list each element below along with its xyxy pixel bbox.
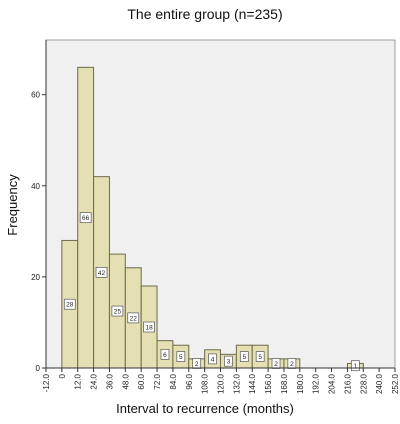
x-tick-label-1: 0 (58, 373, 67, 378)
data-label-0: 28 (66, 302, 74, 309)
x-tick-label-12: 132.0 (232, 373, 241, 394)
data-label-box-10 (224, 355, 233, 367)
y-tick-label-3: 60 (31, 91, 40, 100)
x-axis: -12.0 0 12.0 24.0 36.0 48.0 60.0 72.0 84.0 96.0 10… (42, 367, 400, 394)
data-label-10: 3 (227, 359, 231, 366)
data-label-14: 2 (290, 361, 294, 368)
y-axis-label: Frequency (5, 174, 20, 236)
x-tick-label-16: 180.0 (296, 373, 305, 394)
data-label-7: 5 (179, 354, 183, 361)
x-tick-label-3: 24.0 (90, 373, 99, 389)
data-label-box-3 (111, 305, 124, 317)
x-tick-label-19: 216.0 (343, 373, 352, 394)
data-label-box-1 (79, 212, 92, 224)
data-label-4: 22 (130, 315, 138, 322)
x-tick-label-18: 204.0 (328, 373, 337, 394)
x-tick-label-11: 120.0 (217, 373, 226, 394)
x-tick-label-6: 60.0 (137, 373, 146, 389)
data-label-box-5 (143, 321, 155, 333)
data-label-1: 66 (82, 215, 90, 222)
x-tick-label-22: 252.0 (391, 373, 400, 394)
data-label-2: 42 (98, 270, 106, 277)
x-tick-label-21: 240.0 (375, 373, 384, 394)
data-label-8: 2 (195, 361, 199, 368)
data-label-box-0 (63, 298, 76, 310)
x-tick-label-8: 84.0 (169, 373, 178, 389)
x-tick-label-2: 12.0 (74, 373, 83, 389)
x-tick-label-4: 36.0 (105, 373, 114, 389)
data-label-box-4 (127, 312, 140, 324)
data-label-5: 18 (145, 325, 153, 332)
data-label-9: 4 (211, 356, 215, 363)
data-label-box-11 (239, 351, 249, 362)
x-tick-label-20: 228.0 (359, 373, 368, 394)
data-label-11: 5 (242, 354, 246, 361)
data-label-15: 1 (354, 363, 358, 370)
data-label-box-2 (95, 266, 108, 278)
y-tick-label-0: 0 (36, 364, 41, 373)
x-axis-label: Interval to recurrence (months) (116, 401, 294, 416)
x-tick-label-15: 168.0 (280, 373, 289, 394)
x-tick-label-9: 96.0 (185, 373, 194, 389)
data-label-12: 5 (258, 354, 262, 361)
x-tick-label-7: 72.0 (153, 373, 162, 389)
x-tick-label-13: 144.0 (248, 373, 257, 394)
x-tick-label-14: 156.0 (264, 373, 273, 394)
data-label-box-9 (208, 353, 217, 365)
data-label-box-7 (176, 351, 186, 362)
y-tick-label-1: 20 (31, 273, 40, 282)
y-axis: 0 20 40 60 (31, 40, 47, 373)
data-label-3: 25 (114, 309, 122, 316)
data-label-box-15 (350, 360, 360, 372)
data-label-box-12 (255, 351, 265, 362)
x-tick-label-10: 108.0 (201, 373, 210, 394)
chart-title: The entire group (n=235) (127, 6, 282, 22)
data-label-13: 2 (274, 361, 278, 368)
x-tick-label-0: -12.0 (42, 373, 51, 392)
data-label-6: 6 (163, 352, 167, 359)
x-tick-label-5: 48.0 (121, 373, 130, 389)
x-tick-label-17: 192.0 (312, 373, 321, 394)
data-label-box-6 (160, 348, 170, 360)
y-tick-label-2: 40 (31, 182, 40, 191)
